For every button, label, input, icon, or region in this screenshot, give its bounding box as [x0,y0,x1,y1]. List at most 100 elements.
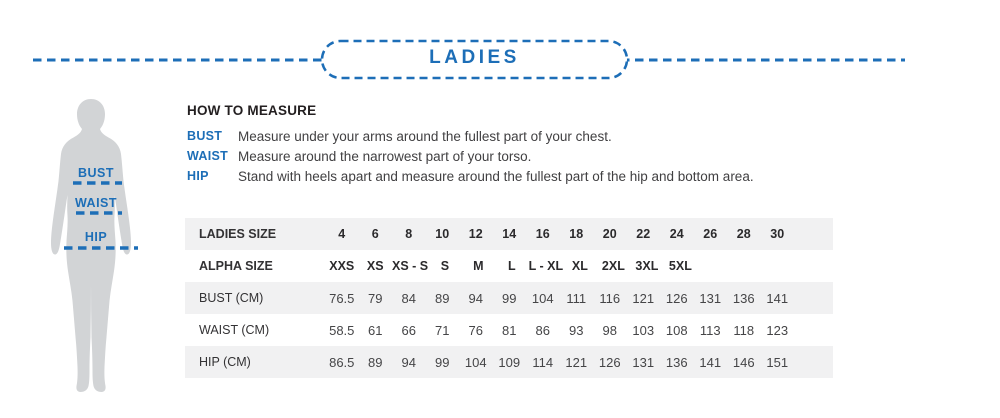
table-row: ALPHA SIZE XXS XS XS - S S M L L - XL XL 2XL 3XL 5X… [185,250,833,282]
table-cell: 103 [632,322,655,338]
table-cell: 30 [770,227,785,241]
table-cell: 71 [435,322,450,338]
table-cell: 121 [632,290,655,306]
table-cell: 114 [532,354,554,370]
table-cell: 94 [401,354,416,370]
table-cell: 141 [766,290,789,306]
table-cell: 61 [368,322,383,338]
size-table: LADIES SIZE 4 6 8 10 12 14 16 18 20 22 24 26 28 30 ALPH… [185,218,833,378]
table-cell: 131 [632,354,655,370]
table-cell: 6 [371,227,379,241]
table-cell: 2XL [601,259,625,273]
table-cell: 146 [732,354,755,370]
table-cell: 118 [733,322,755,338]
female-silhouette-shape [51,99,131,392]
table-cell: 111 [566,290,587,306]
table-cell: M [473,259,484,273]
table-cell: XS - S [392,259,429,273]
table-row: BUST (CM) 76.5 79 84 89 94 99 104 111 116 121 126 13… [185,282,833,314]
row-header-label: WAIST (CM) [199,323,270,337]
table-cell: 94 [468,290,483,306]
table-cell: 116 [599,290,621,306]
table-cell: 104 [531,290,554,306]
table-cell: L [508,259,516,273]
table-cell: 76.5 [329,290,355,306]
figure-waist-dash-line [76,211,122,215]
table-cell: 66 [401,322,416,338]
body-silhouette-figure: BUST WAIST HIP [40,90,152,405]
table-cell: 16 [535,227,550,241]
row-header-label: ALPHA SIZE [199,259,273,273]
row-header-label: HIP (CM) [199,355,251,369]
figure-bust-label: BUST [77,166,115,180]
table-cell: 14 [502,227,517,241]
table-cell: 22 [636,227,651,241]
table-cell: 20 [602,227,617,241]
table-cell: XXS [329,259,355,273]
table-cell: 108 [665,322,688,338]
table-cell: 126 [598,354,621,370]
measure-item: BUST Measure under your arms around the f… [187,126,867,146]
table-cell: 4 [338,227,346,241]
table-cell: 136 [665,354,688,370]
measure-term-label: WAIST [187,149,229,163]
header-pill-outline [320,39,629,80]
figure-bust-dash-line [73,181,122,185]
figure-waist-label: WAIST [74,196,118,210]
measure-term-label: HIP [187,169,209,183]
table-row: HIP (CM) 86.5 89 94 99 104 109 114 121 126 131 136 1… [185,346,833,378]
page-title: LADIES [429,47,520,68]
table-cell: 81 [502,322,517,338]
table-cell: 86.5 [329,354,355,370]
female-silhouette [51,99,131,392]
table-cell: S [440,259,450,273]
table-cell: 126 [665,290,688,306]
table-cell: 98 [602,322,617,338]
table-cell: 86 [535,322,550,338]
table-cell: 28 [736,227,751,241]
table-cell: 151 [766,354,789,370]
row-header-label: BUST (CM) [199,291,264,305]
table-cell: 93 [569,322,584,338]
table-cell: 141 [699,354,722,370]
table-cell: XS [366,259,384,273]
how-to-measure-list: BUST Measure under your arms around the f… [187,126,867,186]
table-cell: 12 [468,227,483,241]
row-header-label: LADIES SIZE [199,227,277,241]
how-to-measure-title: HOW TO MEASURE [187,103,317,118]
table-cell: 131 [699,290,722,306]
how-to-measure-section: HOW TO MEASURE BUST Measure under your ar… [187,103,867,186]
table-cell: 109 [498,354,521,370]
measure-instruction-text: Measure around the narrowest part of you… [238,148,532,164]
table-cell: 84 [401,290,416,306]
measure-term-label: BUST [187,129,223,143]
table-cell: 113 [699,322,721,338]
table-cell: 89 [368,354,383,370]
table-cell: 58.5 [329,322,355,338]
measure-item: HIP Stand with heels apart and measure ar… [187,166,867,186]
table-cell: 104 [464,354,487,370]
table-cell: 136 [732,290,755,306]
figure-hip-dash-line [64,246,138,250]
table-cell: 8 [405,227,413,241]
table-cell: 18 [569,227,584,241]
table-cell: 99 [435,354,450,370]
table-cell: 26 [703,227,718,241]
table-cell: XL [571,259,588,273]
figure-hip-label: HIP [84,230,108,244]
header-dashed-rule [33,39,905,80]
table-cell: L - XL [528,259,564,273]
measure-instruction-text: Stand with heels apart and measure aroun… [238,168,754,184]
table-row: WAIST (CM) 58.5 61 66 71 76 81 86 93 98 103 108 113 1… [185,314,833,346]
table-cell: 121 [565,354,588,370]
measure-item: WAIST Measure around the narrowest part o… [187,146,867,166]
table-cell: 3XL [635,259,659,273]
table-cell: 5XL [668,259,692,273]
table-cell: 99 [502,290,517,306]
table-cell: 10 [435,227,450,241]
table-cell: 79 [368,290,383,306]
table-row: LADIES SIZE 4 6 8 10 12 14 16 18 20 22 24 26 28 30 [185,218,833,250]
table-cell: 89 [435,290,450,306]
table-cell: 24 [669,227,684,241]
